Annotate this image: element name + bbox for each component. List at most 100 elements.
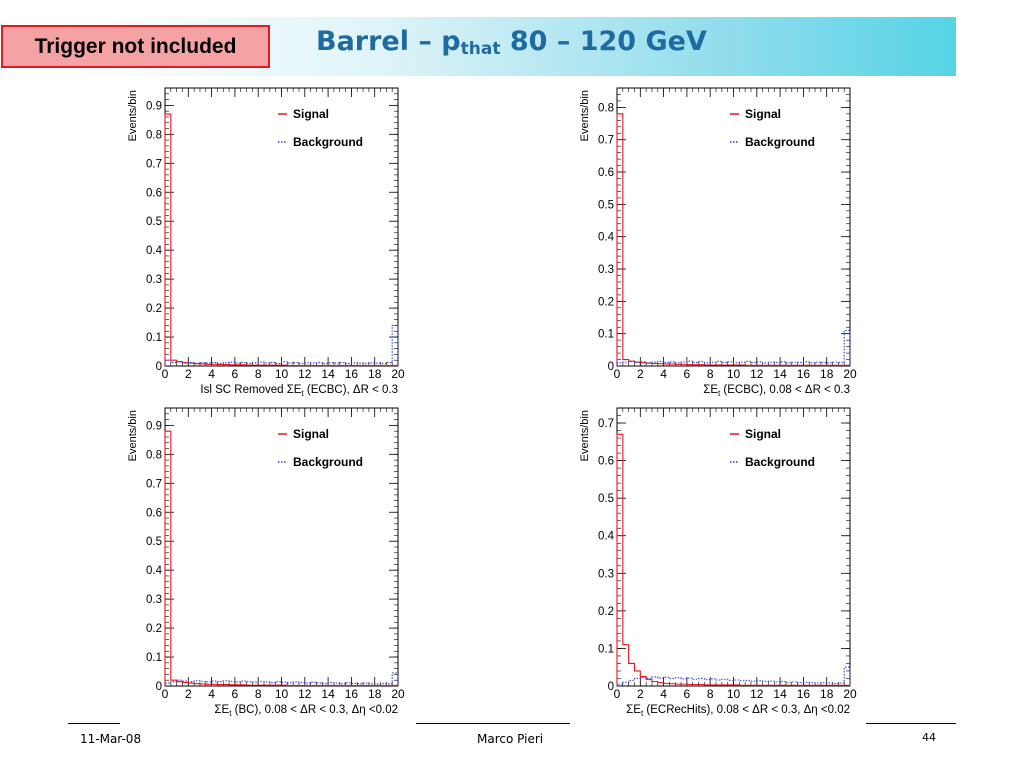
- histogram-panel-2: 0 2 4 6 8 10 12 14 16 18 20 0 0.1 0.2 0.3 0.4 0.5 0.6 0.7 0…: [572, 80, 862, 398]
- x-tick-label: 10: [275, 367, 289, 381]
- x-tick-label: 0: [162, 367, 169, 381]
- plot-frame: [164, 87, 399, 367]
- x-tick-label: 6: [684, 367, 691, 381]
- x-tick-label: 20: [391, 367, 405, 381]
- y-tick-label: 0.4: [146, 245, 163, 257]
- x-tick-label: 2: [637, 687, 644, 701]
- x-tick-label: 16: [797, 367, 811, 381]
- x-tick-label: 12: [298, 367, 312, 381]
- plot-frame: [164, 407, 399, 687]
- x-tick-label: 20: [843, 687, 857, 701]
- x-tick-label: 10: [275, 687, 289, 701]
- legend-label-signal: Signal: [293, 107, 329, 121]
- y-tick-label: 0.6: [598, 167, 614, 179]
- footer-rule-middle: [416, 723, 570, 724]
- x-tick-label: 2: [637, 367, 644, 381]
- y-tick-label: 0.1: [598, 643, 614, 655]
- y-tick-label: 0.3: [146, 594, 162, 606]
- trigger-note-label: Trigger not included: [1, 25, 270, 68]
- series-signal-line: [616, 433, 851, 686]
- series-signal-line: [164, 430, 399, 686]
- x-tick-label: 8: [707, 687, 714, 701]
- y-tick-label: 0.2: [598, 296, 614, 308]
- y-tick-label: 0.5: [146, 216, 162, 228]
- y-tick-label: 0.3: [146, 274, 162, 286]
- x-tick-label: 0: [614, 687, 621, 701]
- legend-label-signal: Signal: [745, 427, 781, 441]
- x-tick-label: 18: [820, 687, 834, 701]
- plot-frame: [616, 87, 851, 367]
- footer-author: Marco Pieri: [477, 732, 544, 746]
- y-tick-label: 0.6: [146, 187, 162, 199]
- y-tick-label: 0.2: [598, 606, 614, 618]
- x-tick-label: 0: [162, 687, 169, 701]
- series-signal-line: [616, 113, 851, 366]
- y-tick-label: 0.2: [146, 303, 162, 315]
- x-tick-label: 18: [820, 367, 834, 381]
- x-tick-label: 4: [208, 687, 215, 701]
- legend-label-background: Background: [293, 135, 363, 149]
- histogram-1: 0 2 4 6 8 10 12 14 16 18 20 0 0.1 0.2 0.3 0.4 0.5 0.6 0.7 0…: [127, 87, 405, 398]
- y-tick-label: 0.6: [146, 507, 162, 519]
- footer-date: 11-Mar-08: [80, 732, 142, 746]
- y-tick-label: 0.6: [598, 456, 614, 468]
- x-tick-label: 18: [368, 367, 382, 381]
- x-tick-label: 6: [684, 687, 691, 701]
- slide-title: Barrel – pthat 80 – 120 GeV: [316, 26, 707, 59]
- x-tick-label: 2: [185, 687, 192, 701]
- legend-label-background: Background: [745, 455, 815, 469]
- histogram-panel-1: 0 2 4 6 8 10 12 14 16 18 20 0 0.1 0.2 0.3 0.4 0.5 0.6 0.7 0…: [120, 80, 410, 398]
- y-tick-label: 0.5: [598, 493, 614, 505]
- x-axis-label: Isl SC Removed ΣEt (ECBC), ΔR < 0.3: [200, 384, 398, 398]
- x-tick-label: 6: [232, 367, 239, 381]
- x-tick-label: 14: [773, 687, 787, 701]
- y-tick-label: 0.7: [146, 158, 162, 170]
- histogram-panel-4: 0 2 4 6 8 10 12 14 16 18 20 0 0.1 0.2 0.3 0.4 0.5 0.6 0.7 S…: [572, 400, 862, 718]
- x-axis-label: ΣEt (BC), 0.08 < ΔR < 0.3, Δη <0.02: [214, 704, 398, 718]
- y-tick-label: 0.9: [146, 420, 162, 432]
- histogram-panel-3: 0 2 4 6 8 10 12 14 16 18 20 0 0.1 0.2 0.3 0.4 0.5 0.6 0.7 0…: [120, 400, 410, 718]
- x-tick-label: 16: [345, 367, 359, 381]
- y-axis-label: Events/bin: [127, 90, 139, 141]
- page-number: 44: [922, 731, 936, 744]
- x-tick-label: 14: [321, 687, 335, 701]
- x-tick-label: 6: [232, 687, 239, 701]
- y-tick-label: 0.1: [146, 332, 162, 344]
- x-tick-label: 14: [321, 367, 335, 381]
- y-tick-label: 0.8: [598, 102, 614, 114]
- y-tick-label: 0.7: [146, 478, 162, 490]
- plot-frame: [616, 407, 851, 687]
- histogram-2: 0 2 4 6 8 10 12 14 16 18 20 0 0.1 0.2 0.3 0.4 0.5 0.6 0.7 0…: [579, 87, 857, 398]
- histogram-4: 0 2 4 6 8 10 12 14 16 18 20 0 0.1 0.2 0.3 0.4 0.5 0.6 0.7 S…: [579, 407, 857, 718]
- histogram-3: 0 2 4 6 8 10 12 14 16 18 20 0 0.1 0.2 0.3 0.4 0.5 0.6 0.7 0…: [127, 407, 405, 718]
- y-tick-label: 0.7: [598, 418, 614, 430]
- legend-label-background: Background: [293, 455, 363, 469]
- x-tick-label: 20: [391, 687, 405, 701]
- y-tick-label: 0.5: [146, 536, 162, 548]
- y-tick-label: 0.4: [598, 531, 615, 543]
- x-axis-label: ΣEt (ECRecHits), 0.08 < ΔR < 0.3, Δη <0.…: [626, 704, 850, 718]
- y-tick-label: 0.3: [598, 568, 614, 580]
- x-tick-label: 18: [368, 687, 382, 701]
- x-tick-label: 2: [185, 367, 192, 381]
- title-suffix: 80 – 120 GeV: [500, 26, 707, 57]
- x-tick-label: 10: [727, 367, 741, 381]
- y-tick-label: 0.3: [598, 264, 614, 276]
- x-tick-label: 12: [750, 367, 764, 381]
- y-axis-label: Events/bin: [579, 410, 591, 461]
- x-tick-label: 0: [614, 367, 621, 381]
- legend-label-background: Background: [745, 135, 815, 149]
- y-axis-label: Events/bin: [579, 90, 591, 141]
- series-background-line: [164, 324, 399, 366]
- y-tick-label: 0: [156, 681, 162, 693]
- y-tick-label: 0.1: [598, 329, 614, 341]
- y-tick-label: 0.2: [146, 623, 162, 635]
- y-tick-label: 0.4: [598, 232, 615, 244]
- x-tick-label: 16: [797, 687, 811, 701]
- x-tick-label: 10: [727, 687, 741, 701]
- y-tick-label: 0.7: [598, 135, 614, 147]
- title-prefix: Barrel – p: [316, 26, 461, 57]
- x-tick-label: 8: [255, 687, 262, 701]
- y-tick-label: 0.5: [598, 199, 614, 211]
- y-tick-label: 0.1: [146, 652, 162, 664]
